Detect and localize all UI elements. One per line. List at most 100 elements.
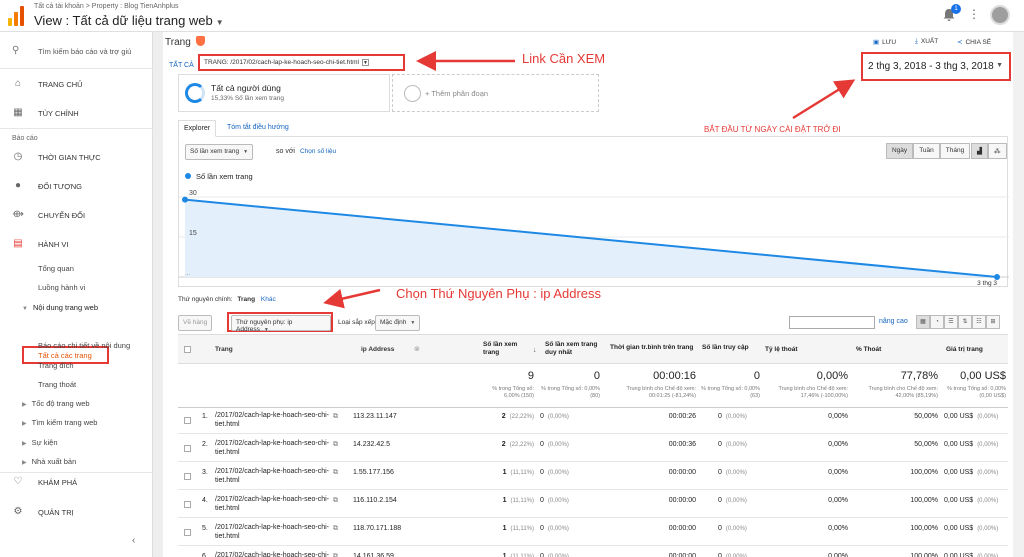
sidebar-item-site-search[interactable]: ▶ Tìm kiếm trang web bbox=[22, 418, 97, 427]
sidebar-item-events[interactable]: ▶ Sự kiện bbox=[22, 438, 58, 447]
open-page-icon[interactable]: ⧉ bbox=[333, 413, 338, 420]
table-row[interactable]: 2. /2017/02/cach-lap-ke-hoach-seo-chi-tie… bbox=[178, 436, 1008, 462]
row-page-link[interactable]: /2017/02/cach-lap-ke-hoach-seo-chi-tiet.… bbox=[215, 468, 330, 484]
line-chart-icon[interactable]: ▟ bbox=[971, 143, 988, 159]
day-button[interactable]: Ngày bbox=[886, 143, 914, 159]
dropdown-icon[interactable]: ▼ bbox=[361, 59, 369, 66]
row-page-link[interactable]: /2017/02/cach-lap-ke-hoach-seo-chi-tiet.… bbox=[215, 440, 330, 456]
row-checkbox[interactable] bbox=[184, 445, 191, 452]
sidebar-item-publisher[interactable]: ▶ Nhà xuất bản bbox=[22, 457, 76, 466]
page-scrollbar[interactable] bbox=[1013, 32, 1024, 557]
table-row[interactable]: 1. /2017/02/cach-lap-ke-hoach-seo-chi-tie… bbox=[178, 408, 1008, 434]
open-page-icon[interactable]: ⧉ bbox=[333, 497, 338, 504]
pie-view-icon[interactable]: ◔ bbox=[930, 315, 944, 329]
sidebar-item-site-speed[interactable]: ▶ Tốc độ trang web bbox=[22, 399, 90, 408]
other-dims-link[interactable]: Khác bbox=[260, 296, 276, 303]
export-button[interactable]: ⤓ XUẤT bbox=[915, 38, 938, 46]
row-page-value: 0,00 US$ (0,00%) bbox=[944, 553, 1006, 557]
sidebar-item-behavior-flow[interactable]: Luồng hành vi bbox=[38, 283, 86, 292]
avatar[interactable] bbox=[990, 5, 1010, 25]
sidebar-item-landing-pages[interactable]: Trang đích bbox=[38, 361, 74, 370]
sidebar-search[interactable]: ⚲ Tìm kiếm báo cáo và trợ giú bbox=[0, 42, 153, 62]
open-page-icon[interactable]: ⧉ bbox=[333, 525, 338, 532]
sort-type-select[interactable]: Mặc định ▼ bbox=[375, 315, 421, 331]
add-segment-button[interactable]: + Thêm phân đoạn bbox=[392, 74, 599, 112]
open-page-icon[interactable]: ⧉ bbox=[333, 553, 338, 557]
col-avg-time[interactable]: Thời gian tr.bình trên trang bbox=[610, 344, 694, 351]
more-menu-icon[interactable]: ⋮ bbox=[968, 7, 980, 21]
table-row[interactable]: 4. /2017/02/cach-lap-ke-hoach-seo-chi-tie… bbox=[178, 492, 1008, 518]
month-button[interactable]: Tháng bbox=[939, 143, 971, 159]
notifications-button[interactable]: 1 bbox=[942, 4, 961, 22]
row-checkbox[interactable] bbox=[184, 473, 191, 480]
row-page-link[interactable]: /2017/02/cach-lap-ke-hoach-seo-chi-tiet.… bbox=[215, 496, 330, 512]
comparison-view-icon[interactable]: ⇅ bbox=[958, 315, 972, 329]
legend-dot bbox=[185, 173, 191, 179]
remove-dimension-icon[interactable]: ⊗ bbox=[414, 346, 420, 353]
col-page[interactable]: Trang bbox=[215, 346, 233, 353]
share-button[interactable]: ≺ CHIA SẺ bbox=[957, 38, 991, 46]
table-row[interactable]: 3. /2017/02/cach-lap-ke-hoach-seo-chi-tie… bbox=[178, 464, 1008, 490]
nav-admin[interactable]: ⚙ QUẢN TRỊ bbox=[0, 502, 153, 524]
nav-behavior[interactable]: ▤ HÀNH VI bbox=[0, 234, 153, 256]
all-segments-link[interactable]: TẤT CẢ bbox=[169, 62, 194, 69]
advanced-filter-link[interactable]: nâng cao bbox=[879, 318, 908, 325]
secondary-dimension-select[interactable]: Thứ nguyên phụ: ip Address ▼ bbox=[231, 315, 331, 333]
total-exit-rate: 0,00% bbox=[816, 370, 848, 382]
row-pageviews-value: 2 bbox=[501, 441, 506, 448]
select-all-checkbox[interactable] bbox=[184, 346, 191, 353]
nav-realtime[interactable]: ◷ THỜI GIAN THỰC bbox=[0, 147, 153, 169]
tab-explorer[interactable]: Explorer bbox=[178, 120, 217, 137]
sidebar-item-overview[interactable]: Tổng quan bbox=[38, 264, 74, 273]
row-checkbox[interactable] bbox=[184, 529, 191, 536]
table-toolbar: Vẽ hàng Thứ nguyên phụ: ip Address ▼ Loại… bbox=[178, 312, 1008, 334]
primary-dim-value[interactable]: Trang bbox=[237, 296, 256, 303]
sidebar-item-exit-pages[interactable]: Trang thoát bbox=[38, 380, 77, 389]
segment-card[interactable]: Tất cả người dùng 15,33% Số lần xem tran… bbox=[178, 74, 390, 112]
sidebar-item-content-drilldown[interactable]: Báo cáo chi tiết về nội dung bbox=[38, 341, 131, 350]
nav-home[interactable]: ⌂ TRANG CHỦ bbox=[0, 74, 153, 96]
motion-chart-icon[interactable]: ⁂ bbox=[988, 143, 1007, 159]
row-page-link[interactable]: /2017/02/cach-lap-ke-hoach-seo-chi-tiet.… bbox=[215, 524, 330, 540]
col-ip-address[interactable]: ip Address bbox=[361, 346, 395, 353]
open-page-icon[interactable]: ⧉ bbox=[333, 469, 338, 476]
analytics-logo-icon[interactable] bbox=[8, 6, 24, 26]
nav-customize[interactable]: ▦ TÙY CHỈNH bbox=[0, 103, 153, 125]
nav-audience[interactable]: ● ĐỐI TƯỢNG bbox=[0, 176, 153, 198]
table-view-icon[interactable]: ▦ bbox=[916, 315, 930, 329]
sidebar-item-site-content[interactable]: ▼ Nội dung trang web bbox=[22, 303, 98, 312]
choose-metric-link[interactable]: Chọn số liệu bbox=[300, 148, 337, 155]
nav-discover[interactable]: ♡ KHÁM PHÁ bbox=[0, 472, 153, 494]
plot-rows-button[interactable]: Vẽ hàng bbox=[178, 315, 213, 331]
page-filter-chip[interactable]: TRANG: /2017/02/cach-lap-ke-hoach-seo-ch… bbox=[198, 54, 405, 71]
col-entrances[interactable]: Số lần truy cập bbox=[702, 344, 749, 351]
col-page-value[interactable]: Giá trị trang bbox=[946, 346, 983, 353]
nav-acquisition-label: CHUYỂN ĐỔI bbox=[38, 211, 86, 220]
open-page-icon[interactable]: ⧉ bbox=[333, 441, 338, 448]
col-exit-rate[interactable]: Tỷ lệ thoát bbox=[765, 346, 798, 353]
sidebar-item-all-pages[interactable]: Tất cả các trang bbox=[22, 346, 109, 364]
tab-navigation-summary[interactable]: Tóm tắt điều hướng bbox=[227, 124, 289, 131]
collapse-sidebar-icon[interactable]: ‹ bbox=[132, 535, 136, 546]
row-page-link[interactable]: /2017/02/cach-lap-ke-hoach-seo-chi-tiet.… bbox=[215, 412, 330, 428]
col-pageviews[interactable]: Số lần xem trang bbox=[483, 341, 518, 356]
sort-down-icon[interactable]: ↓ bbox=[533, 347, 537, 354]
save-button[interactable]: ▣ LƯU bbox=[873, 38, 896, 46]
metric-select[interactable]: Số lần xem trang ▼ bbox=[185, 144, 254, 160]
table-row[interactable]: 6. /2017/02/cach-lap-ke-hoach-seo-chi-tie… bbox=[178, 548, 1008, 557]
col-unique-pageviews[interactable]: Số lần xem trang duy nhất bbox=[545, 341, 598, 356]
table-row[interactable]: 5. /2017/02/cach-lap-ke-hoach-seo-chi-tie… bbox=[178, 520, 1008, 546]
nav-acquisition[interactable]: ⟴ CHUYỂN ĐỔI bbox=[0, 205, 153, 227]
row-checkbox[interactable] bbox=[184, 417, 191, 424]
week-button[interactable]: Tuần bbox=[913, 143, 940, 159]
row-checkbox[interactable] bbox=[184, 501, 191, 508]
performance-view-icon[interactable]: ☰ bbox=[944, 315, 958, 329]
breadcrumb[interactable]: Tất cả tài khoản > Property : Blog TienA… bbox=[34, 3, 179, 10]
table-search-input[interactable] bbox=[789, 316, 875, 329]
date-range-picker[interactable]: 2 thg 3, 2018 - 3 thg 3, 2018 ▼ bbox=[861, 52, 1011, 81]
col-exit-pct[interactable]: % Thoát bbox=[856, 346, 882, 353]
pivot-view-icon[interactable]: ⊞ bbox=[986, 315, 1000, 329]
term-cloud-icon[interactable]: ☷ bbox=[972, 315, 986, 329]
row-page-link[interactable]: /2017/02/cach-lap-ke-hoach-seo-chi-tiet.… bbox=[215, 552, 330, 557]
view-selector[interactable]: View : Tất cả dữ liệu trang web ▼ bbox=[34, 13, 224, 28]
